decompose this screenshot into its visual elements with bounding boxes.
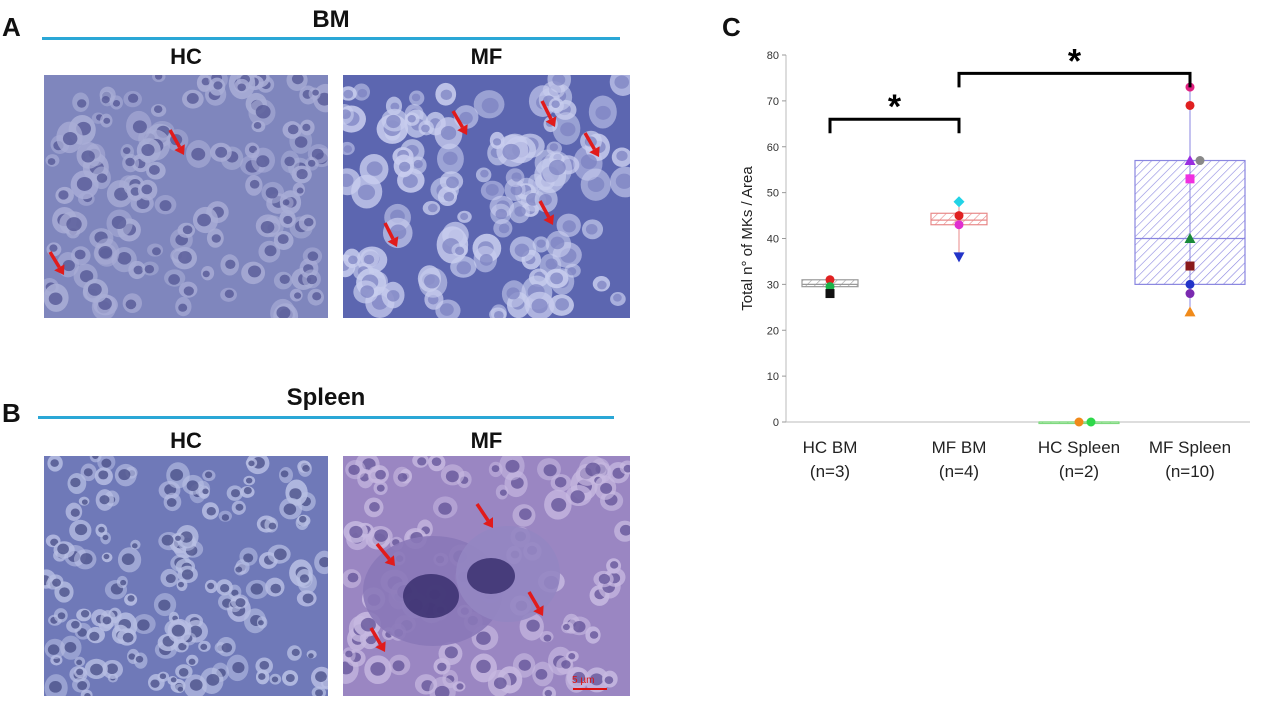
data-point <box>953 196 965 208</box>
spleen-hc-micrograph <box>44 456 328 696</box>
panel-b-left-label: HC <box>170 428 202 453</box>
y-tick-label: 60 <box>767 142 779 154</box>
megakaryocyte-arrow <box>527 591 544 616</box>
megakaryocyte-arrow <box>168 129 185 155</box>
x-category-label: (n=4) <box>939 462 979 481</box>
data-point <box>1184 155 1196 166</box>
data-point <box>1195 156 1205 166</box>
x-category-label: MF BM <box>932 438 987 457</box>
scale-bar <box>573 688 607 690</box>
panel-letter-c: C <box>722 12 741 42</box>
data-point <box>953 252 965 263</box>
panel-a-right-label: MF <box>470 44 503 69</box>
significance-bracket <box>957 71 1192 88</box>
significance-bracket <box>828 117 961 134</box>
panel-b-divider <box>38 416 614 419</box>
data-point <box>1185 100 1195 110</box>
y-tick-label: 0 <box>773 417 779 429</box>
scale-bar-label: 5 µm <box>572 675 595 686</box>
data-point <box>1086 417 1096 427</box>
data-point <box>1184 233 1196 243</box>
data-point <box>1184 306 1196 317</box>
panel-letter-a: A <box>2 12 21 42</box>
y-tick-label: 50 <box>767 188 779 200</box>
significance-star: * <box>888 88 902 126</box>
panel-b-right-label: MF <box>470 428 503 453</box>
megakaryocyte-arrow <box>48 251 65 275</box>
data-point <box>954 220 964 230</box>
panel-a-divider <box>42 37 620 40</box>
megakaryocyte-arrow <box>475 503 493 528</box>
megakaryocyte-arrow <box>538 200 554 225</box>
significance-star: * <box>1068 42 1082 80</box>
megakaryocyte-arrow <box>369 627 386 652</box>
x-category-label: HC Spleen <box>1038 438 1120 457</box>
megakaryocyte-arrow <box>583 132 600 157</box>
x-category-label: MF Spleen <box>1149 438 1231 457</box>
bm-hc-micrograph <box>44 75 328 318</box>
x-category-label: HC BM <box>803 438 858 457</box>
mk-count-box-chart: 0 10 20 30 40 50 60 70 80 Total n° of MKs / Area H… <box>739 42 1250 481</box>
data-point <box>825 289 835 299</box>
panel-a-group-title: BM <box>312 6 350 33</box>
data-point <box>1074 417 1084 427</box>
y-axis-label: Total n° of MKs / Area <box>739 166 756 311</box>
panel-a-left-label: HC <box>170 44 202 69</box>
megakaryocyte-arrow <box>451 110 468 135</box>
data-point <box>825 282 835 292</box>
megakaryocyte-arrow <box>540 100 557 127</box>
y-tick-label: 40 <box>767 234 779 246</box>
x-category-label: (n=10) <box>1165 462 1215 481</box>
data-point <box>1185 289 1195 299</box>
y-tick-label: 10 <box>767 371 779 383</box>
data-point <box>1185 279 1195 289</box>
x-category-label: (n=2) <box>1059 462 1099 481</box>
x-category-label: (n=3) <box>810 462 850 481</box>
y-tick-label: 70 <box>767 96 779 108</box>
data-point <box>954 211 964 221</box>
y-tick-label: 20 <box>767 325 779 337</box>
megakaryocyte-arrow <box>375 542 395 566</box>
y-tick-label: 30 <box>767 279 779 291</box>
panel-letter-b: B <box>2 398 21 428</box>
megakaryocyte-arrow <box>383 222 399 247</box>
data-point <box>1185 261 1195 271</box>
panel-b-group-title: Spleen <box>286 384 366 411</box>
bm-mf-micrograph <box>343 75 630 318</box>
data-point <box>1185 174 1195 184</box>
y-tick-label: 80 <box>767 50 779 62</box>
spleen-mf-micrograph <box>343 456 630 696</box>
data-point <box>825 275 835 285</box>
